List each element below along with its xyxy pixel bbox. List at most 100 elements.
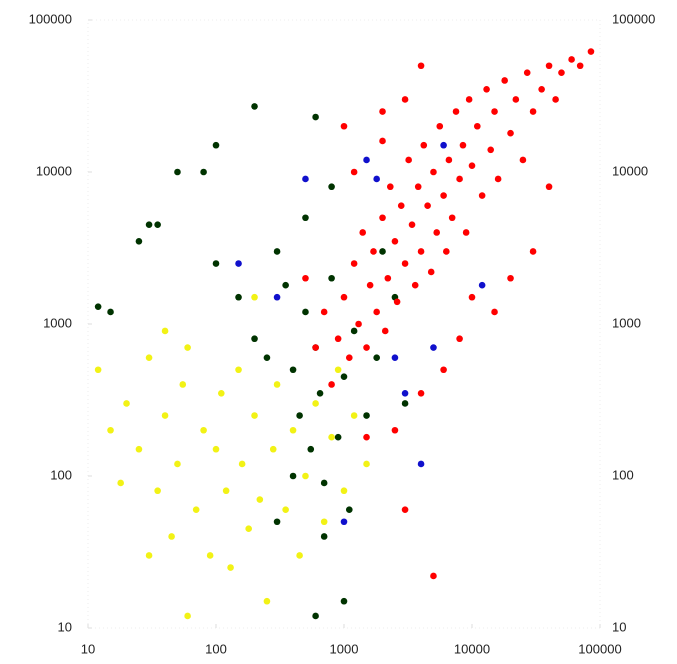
point [483, 86, 490, 93]
point [345, 506, 353, 514]
point [405, 156, 412, 164]
point [443, 248, 450, 255]
point [168, 533, 175, 540]
point [379, 248, 386, 255]
point [379, 108, 386, 115]
point [373, 308, 380, 316]
y-tick-label: 100 [50, 467, 72, 482]
x-tick-label: 1000 [330, 641, 359, 656]
point [350, 260, 358, 267]
point [440, 366, 447, 374]
point [328, 381, 335, 388]
point [417, 62, 425, 70]
point [192, 506, 200, 514]
point [363, 460, 370, 468]
point [273, 518, 281, 526]
point [529, 248, 537, 255]
point [430, 572, 437, 580]
point [436, 122, 444, 130]
point [401, 96, 409, 103]
point [312, 400, 319, 407]
point [487, 146, 495, 154]
y-tick-label-right: 100 [612, 467, 634, 482]
point [373, 354, 380, 362]
point [433, 229, 441, 236]
point [312, 113, 319, 121]
point [289, 472, 297, 480]
point [334, 335, 342, 343]
point [456, 335, 463, 343]
point [445, 156, 453, 164]
point [491, 308, 498, 316]
point [289, 366, 297, 374]
point [296, 552, 303, 559]
point [430, 168, 437, 176]
point [538, 86, 545, 93]
point [212, 445, 220, 453]
point [307, 445, 315, 453]
point [350, 168, 358, 176]
point [401, 390, 409, 397]
point [161, 412, 169, 419]
point [465, 96, 473, 103]
point [363, 156, 370, 164]
point [251, 412, 258, 419]
point [312, 344, 319, 351]
x-tick-label: 10 [81, 641, 95, 656]
point [384, 274, 392, 282]
y-tick-label: 100000 [29, 11, 72, 26]
point [123, 400, 130, 407]
y-tick-label: 10000 [36, 163, 72, 178]
point [320, 308, 328, 316]
point [161, 327, 169, 335]
x-tick-label: 100000 [578, 641, 621, 656]
point [379, 214, 386, 222]
point [251, 103, 258, 110]
y-tick-label: 10 [58, 619, 72, 634]
point [184, 344, 191, 351]
y-tick-label-right: 100000 [612, 11, 655, 26]
point [363, 433, 370, 441]
point [340, 373, 348, 381]
point [462, 229, 470, 236]
point [289, 426, 297, 434]
point [430, 344, 437, 351]
point [552, 96, 559, 103]
point [269, 445, 277, 453]
point [401, 260, 409, 267]
point [387, 183, 394, 191]
point [381, 327, 389, 335]
point [478, 281, 486, 289]
point [401, 506, 409, 514]
point [440, 141, 447, 149]
point [468, 162, 476, 170]
point [334, 366, 342, 374]
point [273, 248, 281, 255]
point [302, 274, 309, 282]
point [340, 518, 348, 526]
x-tick-label: 100 [205, 641, 227, 656]
point [350, 327, 358, 335]
point [320, 518, 328, 526]
point [135, 445, 143, 453]
point [94, 303, 102, 310]
point [263, 597, 271, 605]
point [316, 390, 324, 397]
point [302, 472, 309, 480]
point [545, 183, 553, 191]
point [473, 122, 481, 130]
point [328, 433, 335, 441]
point [135, 238, 143, 245]
plot-frame [87, 19, 601, 629]
point [222, 487, 230, 495]
point [179, 381, 187, 388]
point [312, 612, 319, 620]
point [251, 293, 258, 301]
point [154, 221, 161, 229]
point [558, 69, 565, 77]
point [507, 129, 514, 137]
point [494, 175, 502, 183]
point [145, 221, 153, 229]
point [245, 525, 252, 533]
